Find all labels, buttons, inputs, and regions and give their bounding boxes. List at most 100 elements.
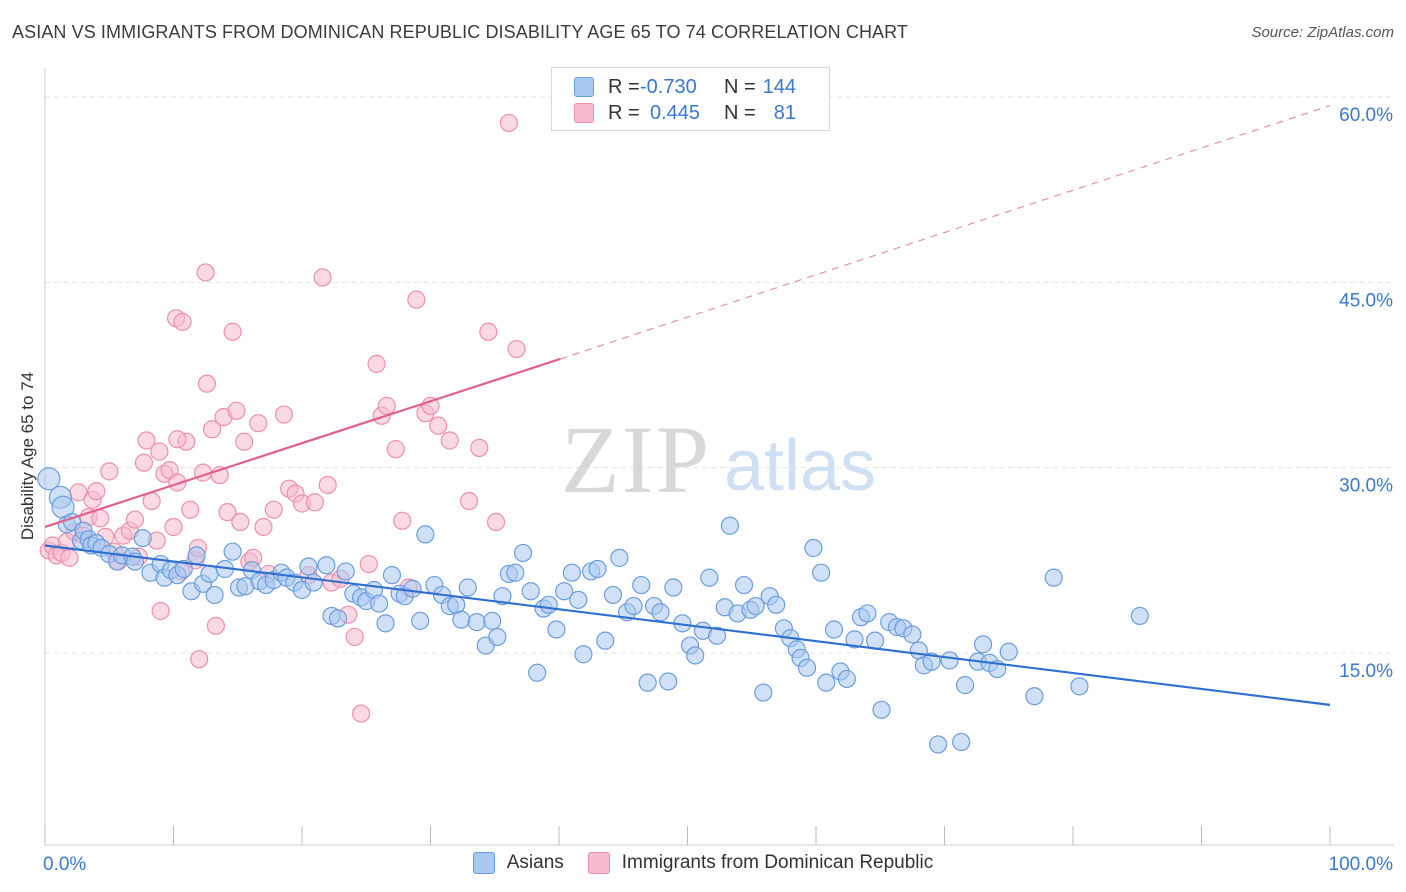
dominican-point-69 (386, 440, 405, 459)
dominican-point-77 (459, 491, 479, 511)
asians-point-91 (651, 603, 670, 622)
legend-label-dominican: Immigrants from Dominican Republic (621, 852, 934, 873)
dominican-point-28 (164, 517, 183, 537)
legend-row-asians: R = -0.730 N = 144 (574, 74, 796, 100)
dominican-point-22 (137, 431, 156, 450)
legend-n-label: N = (724, 75, 756, 98)
asians-point-115 (812, 563, 831, 582)
dominican-point-78 (470, 438, 489, 457)
dominican-point-83 (196, 263, 215, 282)
asians-point-45 (336, 562, 355, 581)
asians-point-52 (382, 566, 402, 585)
asians-point-105 (746, 596, 765, 616)
asians-point-62 (452, 610, 471, 629)
dominican-point-41 (218, 503, 237, 522)
dominican-point-45 (235, 432, 254, 451)
asians-point-76 (547, 620, 566, 639)
y-tick-label-2: 45.0% (1339, 290, 1393, 311)
legend-r-value: -0.730 (640, 75, 697, 98)
asians-point-41 (304, 573, 323, 592)
dominican-trend-line (44, 357, 561, 529)
asians-point-77 (555, 582, 574, 601)
source-credit: Source: ZipAtlas.com (1251, 24, 1394, 41)
asians-point-93 (664, 578, 683, 597)
asians-point-44 (328, 609, 348, 628)
asians-point-63 (458, 578, 477, 597)
legend-swatch-asians (472, 852, 495, 874)
asians-point-64 (467, 613, 486, 632)
asians-point-142 (1044, 568, 1063, 587)
asians-point-72 (521, 582, 540, 601)
asians-point-141 (1025, 687, 1044, 706)
asians-point-114 (804, 538, 823, 558)
dominican-point-65 (359, 554, 378, 574)
asians-point-103 (734, 575, 754, 595)
asians-point-67 (488, 627, 507, 647)
asians-point-122 (858, 604, 877, 623)
asians-point-84 (603, 585, 623, 605)
dominican-point-80 (507, 339, 526, 359)
dominican-point-14 (100, 462, 119, 481)
x-tick-label-1: 100.0% (1329, 854, 1394, 875)
asians-point-137 (973, 635, 993, 654)
legend-item-dominican[interactable]: Immigrants from Dominican Republic (587, 852, 934, 874)
asians-point-79 (569, 590, 588, 609)
asians-point-0 (37, 467, 61, 491)
dominican-point-44 (231, 512, 250, 532)
asians-point-70 (506, 563, 525, 582)
dominican-point-75 (429, 416, 448, 435)
asians-point-88 (632, 575, 651, 595)
series-asians-points (37, 467, 1149, 754)
asians-point-55 (403, 579, 422, 598)
asians-point-144 (1130, 606, 1149, 626)
dominican-point-76 (440, 431, 459, 450)
asians-point-42 (317, 556, 336, 575)
legend-n-value: 144 (762, 75, 796, 98)
asians-point-71 (513, 543, 533, 563)
asians-point-117 (824, 620, 844, 639)
dominican-point-51 (264, 500, 283, 519)
legend-item-asians[interactable]: Asians (472, 852, 564, 874)
series-dominican-points (39, 113, 526, 723)
trend-lines (44, 105, 1331, 706)
dominican-point-79 (479, 322, 498, 341)
y-tick-label-1: 30.0% (1339, 476, 1393, 497)
asians-point-116 (817, 673, 836, 692)
legend-row-dominican: R = 0.445 N = 81 (574, 100, 796, 126)
dominican-point-88 (151, 601, 170, 621)
dominican-point-66 (367, 354, 386, 373)
asians-trend-line (44, 544, 1331, 706)
dominican-point-43 (227, 401, 246, 420)
asians-point-132 (928, 735, 948, 754)
legend-swatch-pink (574, 103, 594, 123)
asians-point-29 (223, 542, 242, 561)
asians-point-24 (187, 546, 206, 565)
legend-r-value: 0.445 (650, 101, 701, 124)
dominican-point-19 (125, 510, 145, 529)
dominican-point-36 (197, 374, 217, 393)
dominican-point-72 (407, 290, 426, 309)
dominican-point-52 (274, 405, 294, 424)
asians-point-99 (707, 626, 727, 645)
asians-point-143 (1070, 677, 1089, 696)
asians-point-98 (700, 568, 719, 587)
asians-point-80 (574, 645, 593, 664)
asians-point-50 (370, 594, 389, 613)
asians-point-89 (638, 673, 657, 692)
asians-point-40 (299, 557, 318, 576)
dominican-point-82 (499, 113, 518, 133)
dominican-point-64 (352, 704, 371, 723)
asians-point-66 (483, 611, 502, 630)
dominican-point-5 (60, 548, 79, 567)
dominican-point-68 (377, 396, 396, 415)
dominican-point-25 (150, 442, 169, 461)
asians-point-73 (528, 663, 547, 682)
asians-point-119 (837, 669, 856, 689)
asians-point-135 (955, 676, 975, 695)
dominican-point-57 (305, 493, 324, 512)
dominican-point-86 (168, 430, 187, 449)
asians-point-128 (903, 625, 922, 644)
legend-r-label: R = (608, 75, 640, 98)
chart-title: ASIAN VS IMMIGRANTS FROM DOMINICAN REPUB… (12, 22, 909, 42)
dominican-point-32 (181, 500, 200, 519)
